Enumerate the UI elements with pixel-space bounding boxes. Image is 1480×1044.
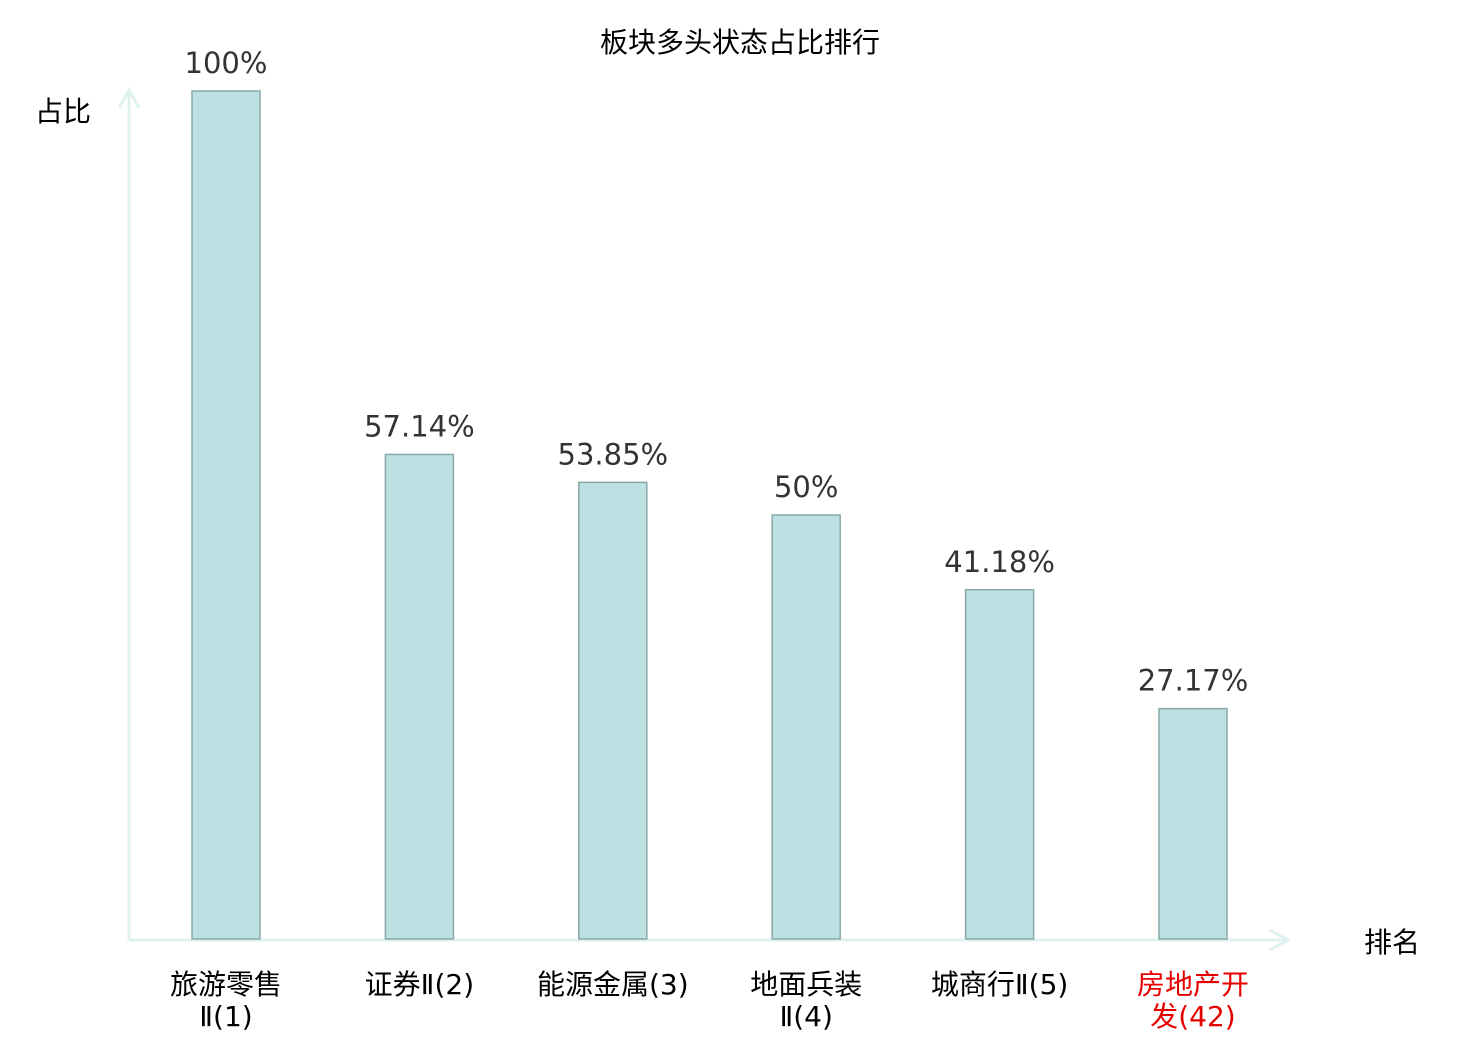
- data-label: 53.85%: [558, 437, 669, 471]
- x-tick-label: 地面兵装 Ⅱ(4): [750, 968, 862, 1033]
- x-tick-label: 房地产开发(42): [1137, 968, 1249, 1033]
- chart-title: 板块多头状态占比排行: [600, 26, 880, 59]
- x-tick-label: 城商行Ⅱ(5): [931, 968, 1068, 1001]
- bar: [771, 514, 841, 940]
- x-tick-label: 证券Ⅱ(2): [365, 968, 474, 1001]
- data-label: 57.14%: [364, 409, 475, 443]
- y-axis-label: 占比: [35, 95, 91, 128]
- data-label: 27.17%: [1138, 664, 1249, 698]
- bar: [191, 90, 261, 940]
- x-axis-label: 排名: [1364, 926, 1420, 959]
- data-label: 41.18%: [944, 545, 1055, 579]
- x-axis-arrow: [1269, 928, 1292, 952]
- data-label: 50%: [774, 470, 838, 504]
- bar: [384, 453, 455, 940]
- data-label: 100%: [185, 46, 268, 80]
- x-tick-label: 能源金属(3): [537, 968, 689, 1001]
- bar: [578, 481, 648, 940]
- y-axis-arrow: [117, 86, 141, 109]
- bar: [1158, 707, 1228, 940]
- x-tick-label: 旅游零售 Ⅱ(1): [170, 968, 282, 1033]
- bar: [964, 589, 1035, 940]
